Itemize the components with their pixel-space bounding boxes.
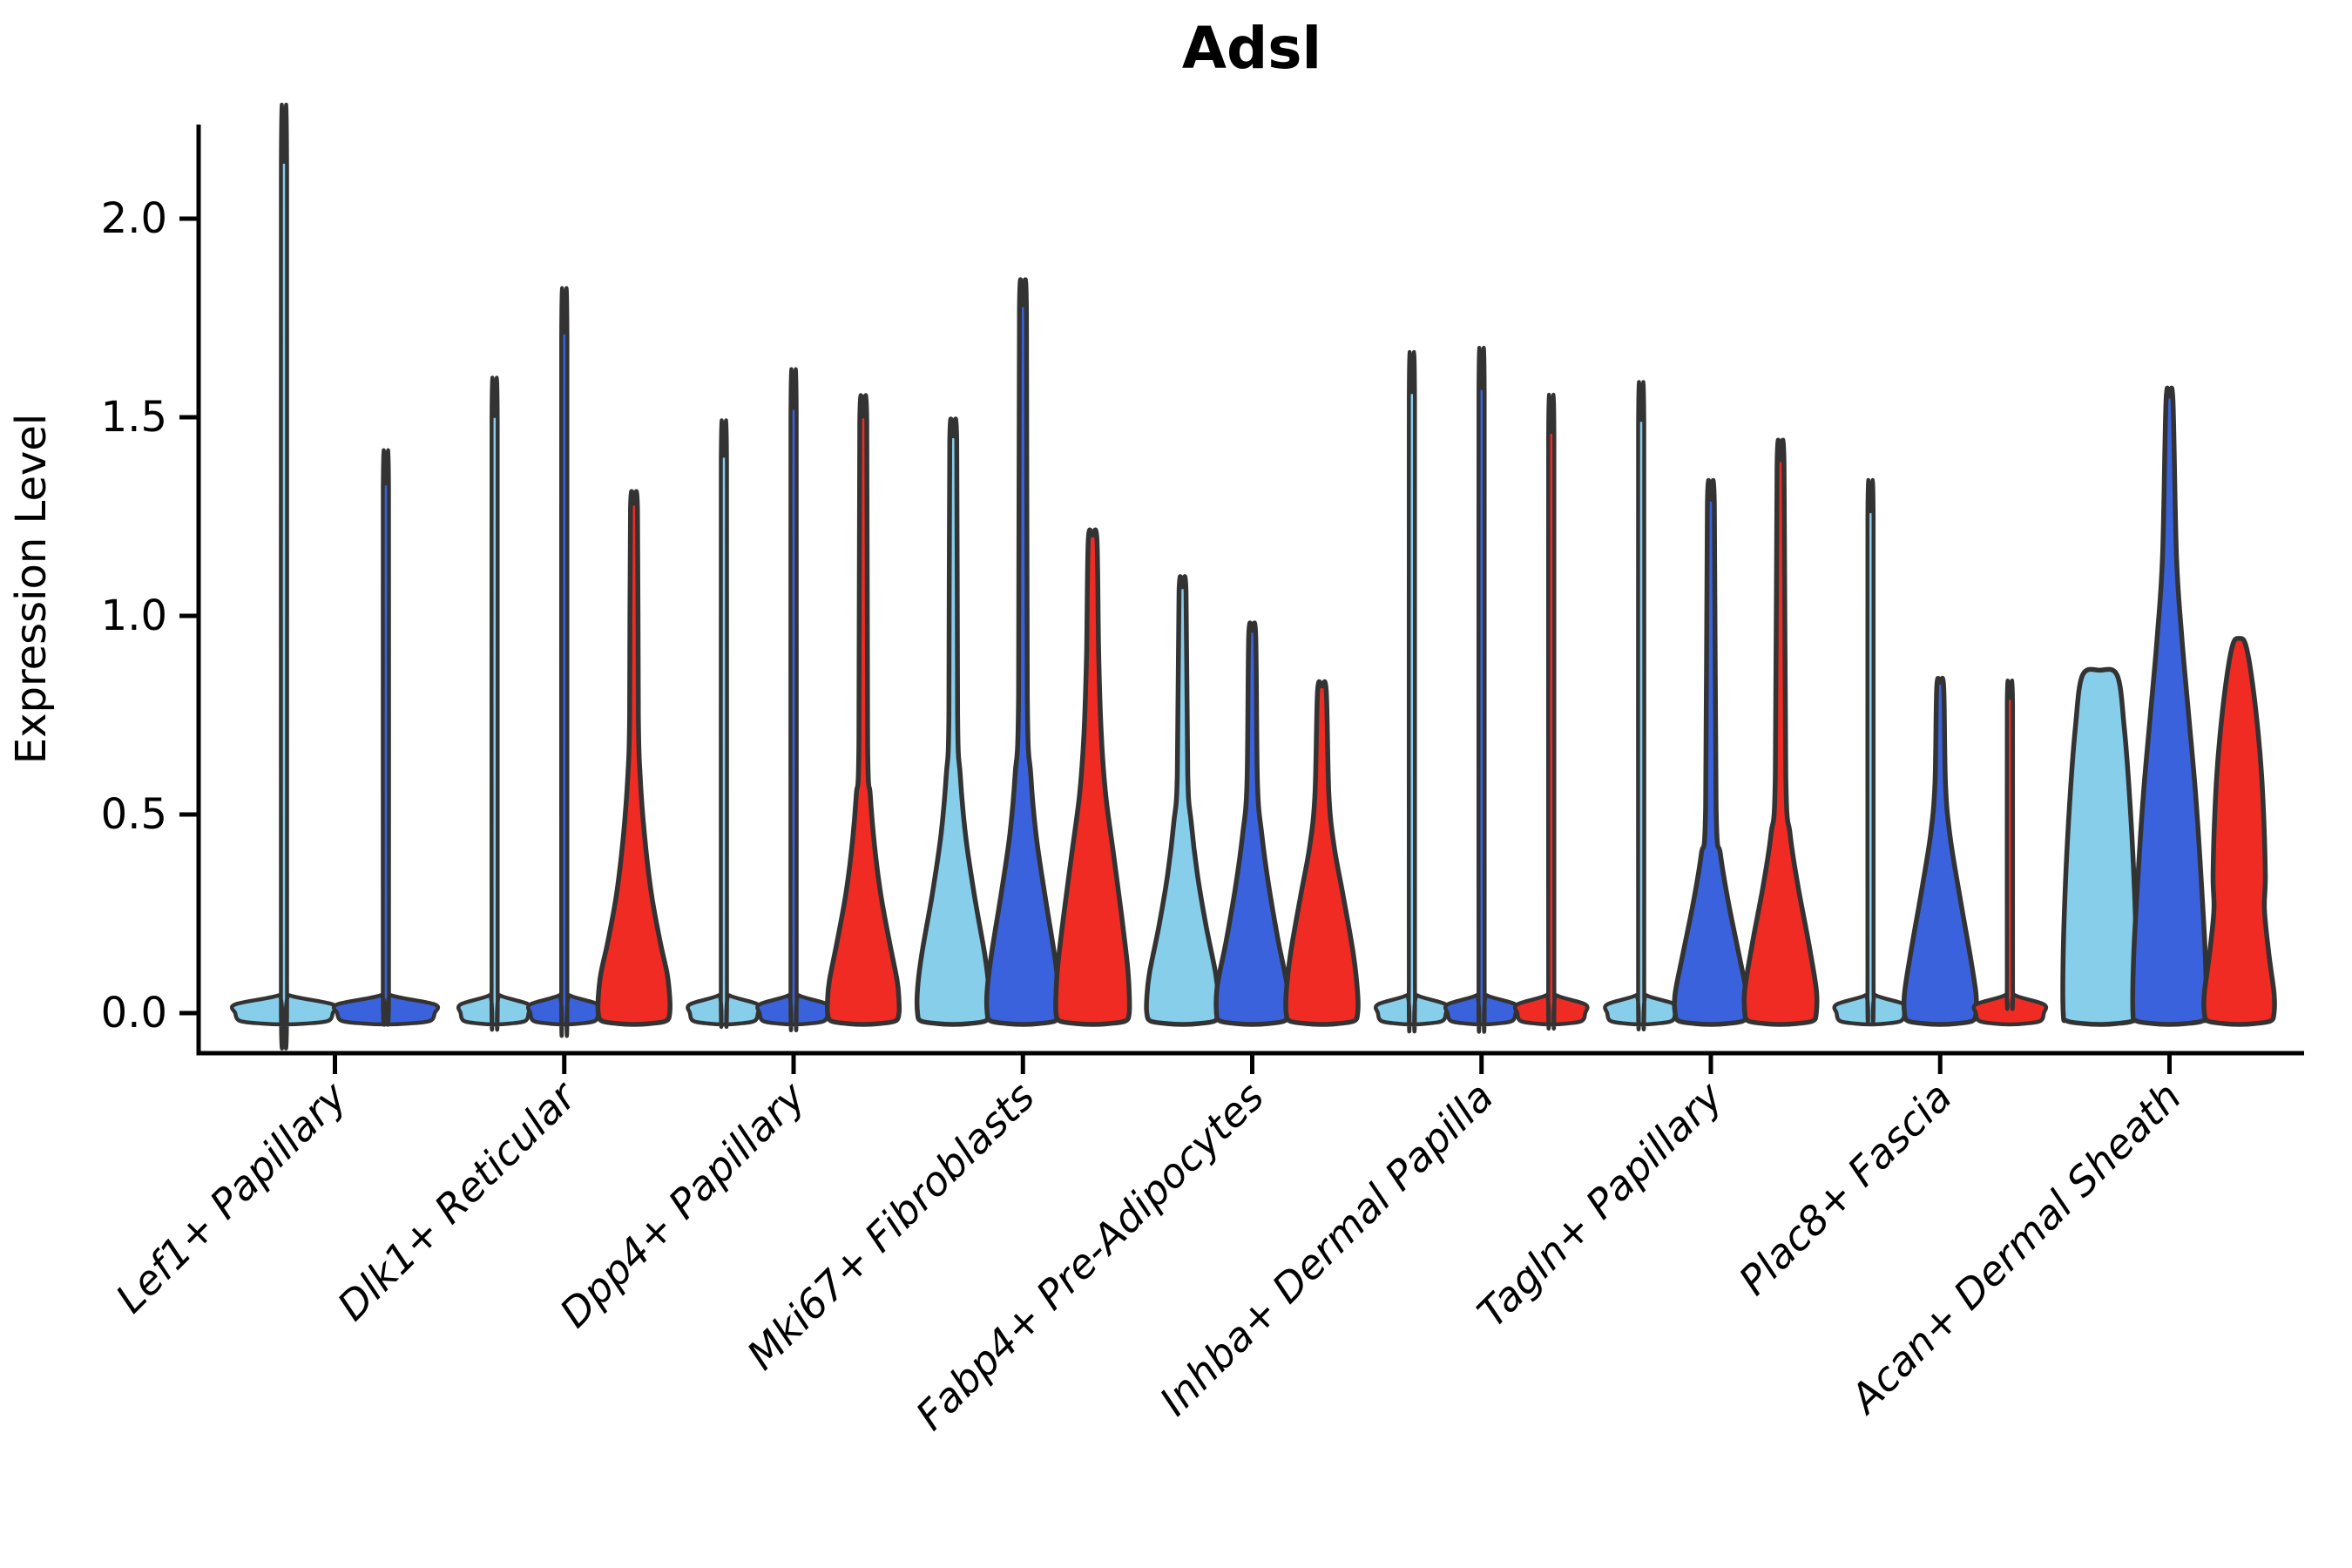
x-tick-label: Dlk1+ Reticular xyxy=(328,1071,587,1329)
violin-red-fabp4-pre-adipocytes xyxy=(1283,679,1361,1027)
violin-sky-plac8-fascia xyxy=(1832,477,1909,1027)
violin-layer xyxy=(229,102,2277,1051)
y-tick-label: 2.0 xyxy=(101,194,167,243)
y-tick-label: 0.5 xyxy=(101,790,167,839)
violin-red-dpp4-papillary xyxy=(824,393,902,1027)
violin-red-inhba-dermal-papilla xyxy=(1512,392,1590,1031)
violin-red-dlk1-reticular xyxy=(595,489,672,1027)
violin-blue-mki67-fibroblasts xyxy=(983,277,1062,1027)
violin-sky-fabp4-pre-adipocytes xyxy=(1144,574,1221,1027)
x-tick-label: Lef1+ Papillary xyxy=(106,1072,355,1321)
x-tick-label: Dpp4+ Papillary xyxy=(551,1072,814,1336)
y-axis-label: Expression Level xyxy=(7,414,56,765)
violin-blue-dlk1-reticular xyxy=(525,286,603,1038)
violin-blue-dpp4-papillary xyxy=(755,367,832,1032)
violin-blue-plac8-fascia xyxy=(1901,675,1979,1027)
chart-title: Adsl xyxy=(1182,15,1321,82)
violin-sky-mki67-fibroblasts xyxy=(914,416,992,1027)
x-tick-label: Plac8+ Fascia xyxy=(1730,1073,1961,1304)
violin-red-acan-dermal-sheath xyxy=(2201,636,2277,1027)
y-tick-label: 0.0 xyxy=(101,989,167,1037)
violin-blue-fabp4-pre-adipocytes xyxy=(1213,620,1291,1027)
violin-blue-lef1-papillary xyxy=(331,448,441,1027)
violin-blue-inhba-dermal-papilla xyxy=(1443,346,1520,1034)
axes-layer xyxy=(179,125,2304,1074)
y-tick-label: 1.0 xyxy=(101,591,167,640)
violin-red-tagln-papillary xyxy=(1741,437,1820,1027)
violin-red-mki67-fibroblasts xyxy=(1053,527,1132,1027)
violin-sky-tagln-papillary xyxy=(1603,380,1680,1031)
x-tick-label: Tagln+ Papillary xyxy=(1468,1072,1732,1336)
violin-blue-acan-dermal-sheath xyxy=(2130,385,2209,1027)
violin-red-plac8-fascia xyxy=(1971,678,2049,1027)
violin-sky-dpp4-papillary xyxy=(686,418,762,1029)
violin-blue-tagln-papillary xyxy=(1672,477,1750,1027)
y-tick-label: 1.5 xyxy=(101,393,167,442)
violin-sky-lef1-papillary xyxy=(229,102,339,1051)
violin-sky-inhba-dermal-papilla xyxy=(1373,349,1450,1034)
violin-sky-acan-dermal-sheath xyxy=(2060,666,2139,1027)
violin-sky-dlk1-reticular xyxy=(456,375,533,1032)
